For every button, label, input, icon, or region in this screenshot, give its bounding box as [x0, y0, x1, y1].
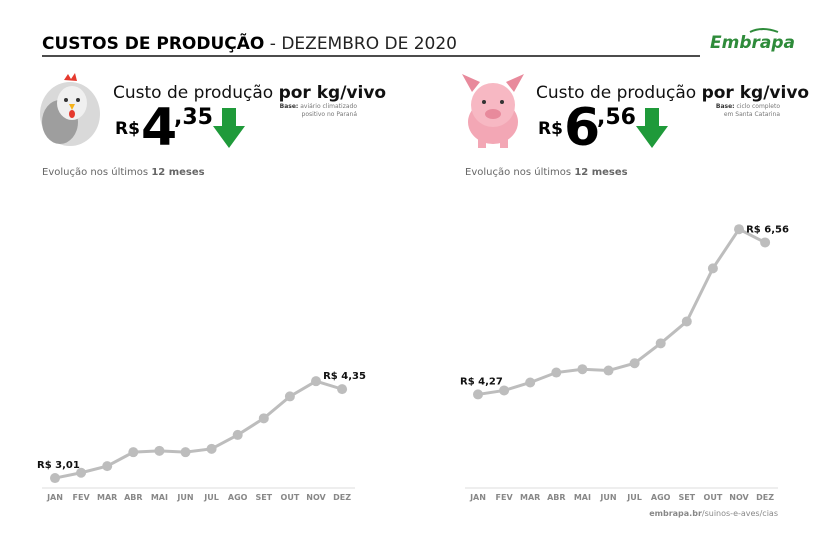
point: [603, 365, 614, 376]
point: [577, 364, 588, 375]
point: [50, 473, 60, 484]
point: [102, 461, 113, 472]
point: [154, 445, 165, 456]
x-tick-label: JAN: [46, 493, 63, 502]
base-note: Base: ciclo completo: [716, 103, 780, 110]
point: [180, 447, 191, 458]
line: [54, 379, 343, 480]
point: [206, 443, 217, 454]
chart-subtitle: Evolução nos últimos 12 meses: [42, 166, 205, 178]
x-tick-label: FEV: [496, 493, 514, 502]
heading-text: Custo de produção: [113, 83, 273, 103]
x-tick-label: NOV: [729, 493, 749, 502]
x-tick-label: JUL: [203, 493, 219, 502]
subtitle-text: Evolução nos últimos: [42, 166, 148, 178]
price-integer: 4: [141, 98, 177, 158]
value-label: R$ 4,35: [323, 371, 366, 382]
point: [655, 338, 666, 349]
x-tick-label: JUL: [626, 493, 642, 502]
line: [477, 227, 766, 396]
base-label: Base:: [716, 103, 735, 110]
x-tick-label: MAI: [151, 493, 168, 502]
heading-bold: por kg/vivo: [279, 83, 387, 103]
x-tick-label: JAN: [469, 493, 486, 502]
point: [760, 237, 771, 248]
down-arrow: [636, 108, 668, 148]
x-tick-label: JUN: [599, 493, 616, 502]
point: [629, 358, 640, 369]
x-tick-label: MAR: [97, 493, 117, 502]
heading: Custo de produção por kg/vivo: [113, 83, 386, 103]
x-tick-label: FEV: [73, 493, 91, 502]
x-tick-label: DEZ: [756, 493, 774, 502]
x-tick-label: DEZ: [333, 493, 351, 502]
point: [499, 385, 510, 396]
point: [258, 413, 269, 424]
base-line: ciclo completo: [736, 103, 780, 110]
point: [734, 224, 744, 235]
point: [311, 376, 321, 387]
heading-text: Custo de produção: [536, 83, 696, 103]
chicken-icon: [40, 73, 100, 146]
x-tick-label: MAI: [574, 493, 591, 502]
x-tick-label: NOV: [306, 493, 326, 502]
title: CUSTOS DE PRODUÇÃO: [42, 31, 264, 54]
value-label: R$ 4,27: [460, 376, 503, 387]
x-tick-label: ABR: [124, 493, 142, 502]
point: [232, 429, 243, 440]
logo: Embrapa: [710, 33, 795, 53]
point: [128, 447, 139, 458]
x-tick-label: MAR: [520, 493, 540, 502]
chart-subtitle: Evolução nos últimos 12 meses: [465, 166, 628, 178]
subtitle: - DEZEMBRO DE 2020: [270, 34, 457, 54]
price-decimal: ,35: [174, 105, 213, 130]
point: [681, 316, 692, 327]
heading-bold: por kg/vivo: [702, 83, 810, 103]
subtitle-text: Evolução nos últimos: [465, 166, 571, 178]
point: [284, 391, 295, 402]
footer: embrapa.br/suinos-e-aves/cias: [649, 509, 778, 518]
point: [76, 467, 87, 478]
currency: R$: [538, 119, 563, 139]
base-note: Base: aviário climatizado: [280, 103, 358, 110]
base-line: em Santa Catarina: [724, 111, 781, 118]
heading: Custo de produção por kg/vivo: [536, 83, 809, 103]
point: [707, 263, 718, 274]
point: [473, 389, 483, 400]
value-label: R$ 6,56: [746, 224, 789, 235]
subtitle-bold: 12 meses: [151, 167, 204, 178]
price-decimal: ,56: [597, 105, 636, 130]
point: [525, 377, 536, 388]
down-arrow: [213, 108, 245, 148]
page-title: CUSTOS DE PRODUÇÃO - DEZEMBRO DE 2020: [42, 31, 457, 54]
currency: R$: [115, 119, 140, 139]
x-tick-label: ABR: [547, 493, 565, 502]
x-tick-label: SET: [255, 493, 272, 502]
pig-icon: [462, 74, 524, 148]
subtitle-bold: 12 meses: [574, 167, 627, 178]
value-label: R$ 3,01: [37, 460, 80, 471]
x-tick-label: OUT: [281, 493, 300, 502]
x-tick-label: OUT: [704, 493, 723, 502]
point: [551, 367, 562, 378]
base-line: aviário climatizado: [300, 103, 357, 110]
x-tick-label: JUN: [176, 493, 193, 502]
base-line: positivo no Paraná: [302, 111, 358, 118]
point: [337, 384, 348, 395]
price-integer: 6: [564, 98, 600, 158]
x-tick-label: SET: [678, 493, 695, 502]
footer-domain: embrapa.br: [649, 509, 702, 518]
x-tick-label: AGO: [651, 493, 671, 502]
footer-path: /suinos-e-aves/cias: [702, 509, 778, 518]
logo-arc: [749, 28, 779, 33]
base-label: Base:: [280, 103, 299, 110]
x-tick-label: AGO: [228, 493, 248, 502]
